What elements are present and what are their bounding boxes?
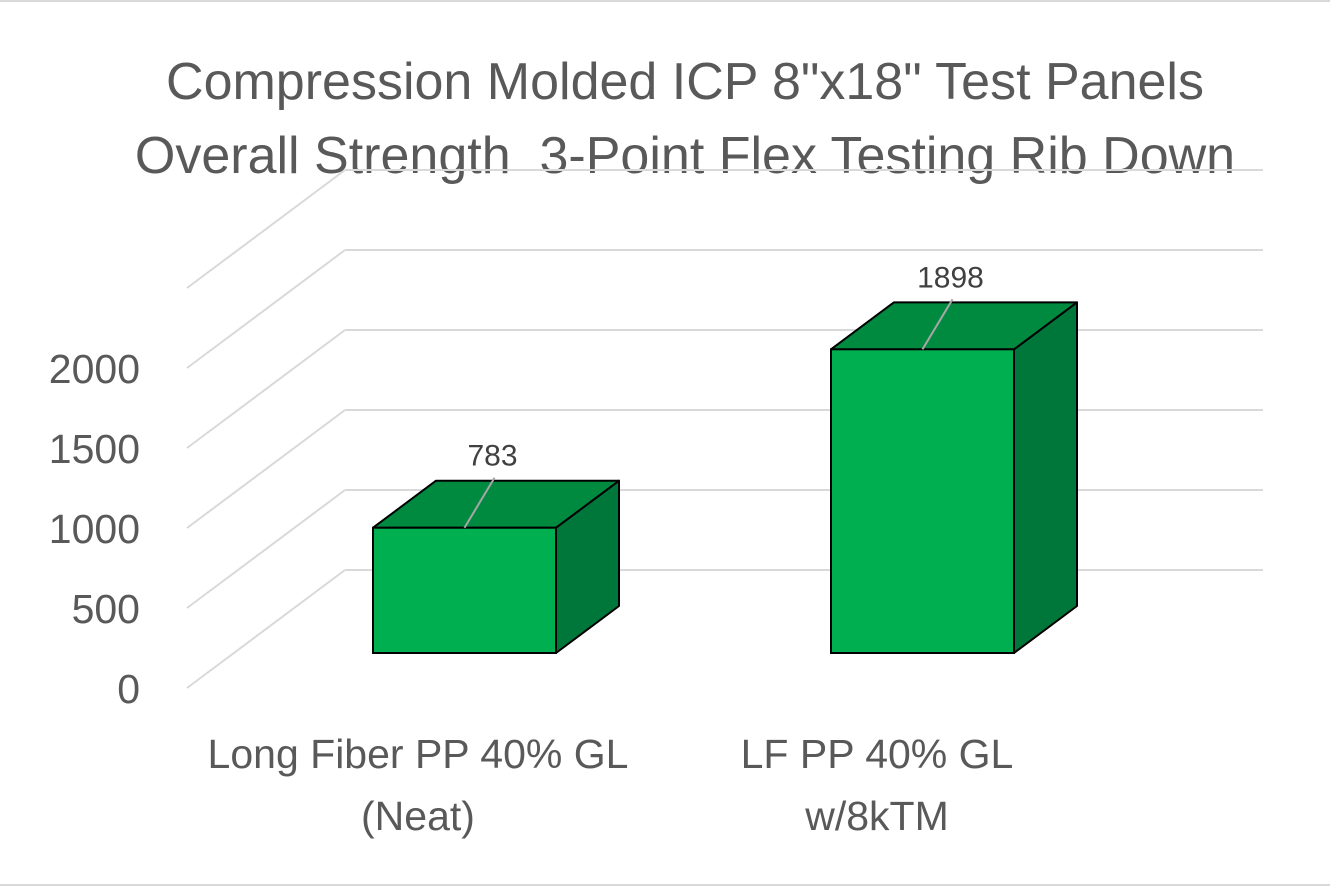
bars bbox=[372, 301, 1078, 654]
x-axis-categories: Long Fiber PP 40% GL (Neat) LF PP 40% GL w/… bbox=[208, 731, 1014, 839]
y-axis-ticks: 0 500 1000 1500 2000 bbox=[49, 346, 140, 712]
bar-2 bbox=[830, 301, 1078, 654]
y-tick-label: 0 bbox=[117, 666, 140, 712]
y-tick-label: 500 bbox=[72, 586, 140, 632]
gridline-side bbox=[186, 249, 346, 369]
y-tick-label: 2000 bbox=[49, 346, 140, 392]
gridline-side bbox=[186, 489, 346, 609]
y-tick-label: 1000 bbox=[49, 506, 140, 552]
x-category-label: LF PP 40% GL bbox=[741, 731, 1014, 777]
x-category-label: Long Fiber PP 40% GL bbox=[208, 731, 629, 777]
data-label: 1898 bbox=[917, 261, 984, 294]
chart-title-line-2: Overall Strength 3-Point Flex Testing Ri… bbox=[134, 127, 1236, 185]
gridlines bbox=[186, 169, 1263, 689]
data-labels: 783 1898 bbox=[463, 261, 984, 529]
gridline-side bbox=[186, 569, 346, 689]
data-label: 783 bbox=[467, 440, 517, 473]
x-category-label: w/8kTM bbox=[804, 793, 949, 839]
bar-front-face bbox=[372, 526, 557, 654]
gridline-side bbox=[186, 409, 346, 529]
x-category-label: (Neat) bbox=[361, 793, 475, 839]
y-tick-label: 1500 bbox=[49, 426, 140, 472]
chart-title-line-1: Compression Molded ICP 8"x18" Test Panel… bbox=[166, 53, 1204, 111]
data-label-leader bbox=[463, 477, 496, 529]
gridline-side bbox=[186, 329, 346, 449]
bar-side-face bbox=[1013, 301, 1078, 654]
data-label-leader bbox=[921, 298, 954, 350]
bar-1 bbox=[372, 479, 620, 654]
bar-front-face bbox=[830, 348, 1015, 654]
gridline-side bbox=[186, 169, 346, 289]
